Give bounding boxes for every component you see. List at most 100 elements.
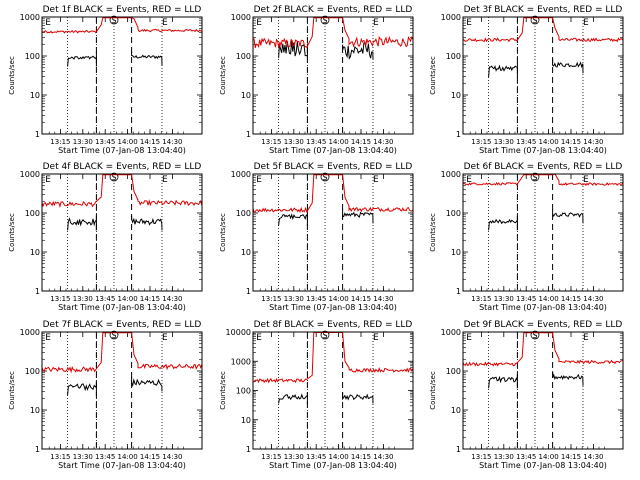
chart-title: Det 3f BLACK = Events, RED = LLD [464,5,623,15]
x-tick-label: 14:00 [329,295,349,303]
y-tick-label: 1 [456,287,461,296]
lld-series-line [462,17,624,43]
plot-frame [252,331,414,450]
x-tick-label: 14:00 [118,453,138,461]
y-tick-label: 100 [25,209,40,218]
events-series-line [278,40,308,58]
marker-e-label: E [256,175,262,185]
y-tick-label: 1 [456,445,461,454]
plot-frame [462,331,624,450]
x-tick-label: 14:00 [539,138,559,146]
x-axis-label: Start Time (07-Jan-08 13:04:40) [58,461,186,470]
y-tick-label: 1000 [231,357,251,366]
plot-frame [41,16,203,135]
marker-e-label: E [466,18,472,28]
marker-e-label: E [162,333,168,343]
x-tick-label: 14:00 [329,138,349,146]
y-axis-label: Counts/sec [429,56,437,95]
x-axis-label: Start Time (07-Jan-08 13:04:40) [58,303,186,312]
x-tick-label: 13:30 [494,138,514,146]
x-tick-label: 14:30 [373,138,393,146]
y-axis-label: Counts/sec [219,56,227,95]
chart-panel: Det 9f BLACK = Events, RED = LLD Counts/s… [429,320,624,470]
events-series-line [278,211,308,226]
events-series-line [342,209,374,224]
y-tick-label: 1000 [20,13,40,22]
x-tick-label: 14:15 [140,453,160,461]
y-axis-label: Counts/sec [8,56,16,95]
events-series-line [131,51,163,66]
lld-series-line [41,174,203,209]
plot-frame [462,16,624,135]
marker-s-label: S [322,173,327,182]
events-series-line [342,392,374,404]
marker-s-label: S [322,16,327,25]
marker-e-label: E [466,333,472,343]
y-tick-label: 100 [25,367,40,376]
y-tick-label: 100 [446,209,461,218]
events-series-line [488,216,518,231]
sun-marker-circle [320,330,330,340]
x-tick-label: 14:15 [561,295,581,303]
y-axis-label: Counts/sec [429,213,437,252]
x-tick-label: 13:30 [284,295,304,303]
x-tick-label: 13:30 [73,453,93,461]
chart-title: Det 8f BLACK = Events, RED = LLD [254,320,413,330]
marker-s-label: S [532,173,537,182]
events-series-line [552,59,584,74]
sun-marker-circle [320,15,330,25]
x-tick-label: 13:45 [95,295,115,303]
x-tick-label: 13:45 [306,295,326,303]
x-axis-label: Start Time (07-Jan-08 13:04:40) [479,303,607,312]
x-tick-label: 13:15 [261,138,281,146]
x-tick-label: 13:45 [516,295,536,303]
y-tick-label: 1000 [441,328,461,337]
x-tick-label: 13:30 [73,138,93,146]
x-tick-label: 14:00 [118,295,138,303]
marker-e-label: E [583,175,589,185]
sun-marker-circle [109,330,119,340]
chart-panel: Det 8f BLACK = Events, RED = LLD Counts/s… [219,320,414,470]
x-tick-label: 14:15 [351,295,371,303]
events-series-line [67,52,97,67]
sun-marker-circle [109,15,119,25]
marker-e-label: E [162,175,168,185]
x-tick-label: 13:30 [284,138,304,146]
marker-s-label: S [111,16,116,25]
y-tick-label: 100 [446,52,461,61]
y-tick-label: 10 [451,248,461,257]
y-tick-label: 10 [451,91,461,100]
events-series-line [342,42,374,60]
x-tick-label: 14:30 [162,453,182,461]
x-tick-label: 13:30 [494,453,514,461]
y-tick-label: 1 [246,287,251,296]
x-axis-label: Start Time (07-Jan-08 13:04:40) [269,146,397,155]
y-tick-label: 1 [456,130,461,139]
x-tick-label: 14:30 [162,295,182,303]
events-series-line [131,377,163,392]
marker-s-label: S [532,16,537,25]
chart-title: Det 9f BLACK = Events, RED = LLD [464,320,623,330]
x-tick-label: 14:30 [373,295,393,303]
y-tick-label: 10000 [226,328,251,337]
x-tick-label: 13:15 [471,138,491,146]
sun-marker-circle [530,172,540,182]
y-axis-label: Counts/sec [8,213,16,252]
chart-panel: Det 2f BLACK = Events, RED = LLD Counts/s… [219,5,414,155]
chart-panel: Det 6f BLACK = Events, RED = LLD Counts/s… [429,162,624,312]
events-series-line [67,216,97,231]
y-tick-label: 10 [30,248,40,257]
y-tick-label: 1000 [20,170,40,179]
sun-marker-circle [320,172,330,182]
marker-s-label: S [111,331,116,340]
x-tick-label: 14:15 [351,138,371,146]
y-axis-label: Counts/sec [219,213,227,252]
y-tick-label: 10 [241,248,251,257]
marker-e-label: E [45,175,51,185]
chart-panel: Det 5f BLACK = Events, RED = LLD Counts/s… [219,162,414,312]
marker-e-label: E [256,333,262,343]
y-tick-label: 1 [35,445,40,454]
x-tick-label: 13:15 [471,453,491,461]
events-series-line [488,374,518,389]
